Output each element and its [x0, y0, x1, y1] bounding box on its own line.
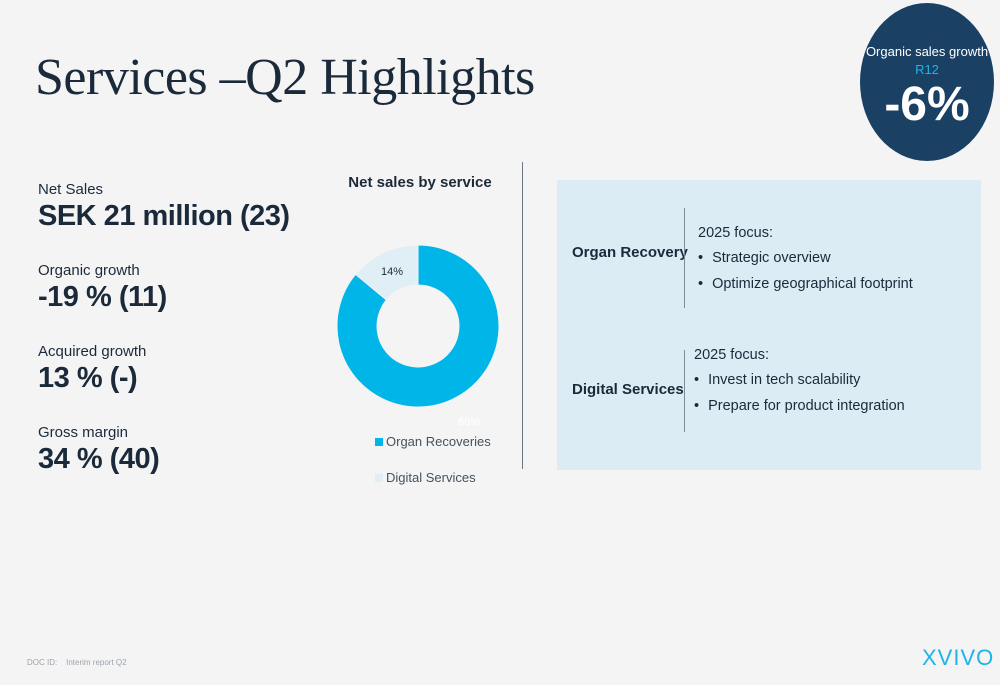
focus-title: 2025 focus:: [694, 347, 769, 363]
vertical-divider: [522, 162, 523, 469]
donut-slice-digital-services: [354, 244, 419, 301]
service-focus-digital-services: 2025 focus: Invest in tech scalability P…: [694, 347, 905, 415]
focus-list: Strategic overview Optimize geographical…: [698, 249, 913, 293]
focus-title: 2025 focus:: [698, 225, 773, 241]
kpi-value-gross-margin: 34 % (40): [38, 443, 160, 475]
services-focus-panel: Organ Recovery 2025 focus: Strategic ove…: [557, 180, 981, 470]
service-divider-digital-services: [684, 350, 685, 432]
xvivo-logo: XVIVO: [922, 645, 995, 670]
footer: DOC ID: Interim report Q2: [27, 658, 127, 667]
badge-value: -6%: [884, 78, 970, 131]
kpi-label-acquired-growth: Acquired growth: [38, 343, 147, 360]
kpi-label-net-sales: Net Sales: [38, 181, 104, 198]
service-name-digital-services: Digital Services: [572, 381, 684, 398]
legend-swatch-digital-services: [375, 473, 383, 482]
focus-item: Optimize geographical footprint: [698, 275, 913, 293]
organic-growth-badge: Organic sales growth R12 -6%: [860, 3, 994, 161]
service-name-organ-recovery: Organ Recovery: [572, 244, 688, 261]
service-divider-organ-recovery: [684, 208, 685, 308]
kpi-value-organic-growth: -19 % (11): [38, 281, 167, 313]
focus-item: Strategic overview: [698, 249, 913, 267]
kpi-value-net-sales: SEK 21 million (23): [38, 200, 290, 232]
focus-item: Invest in tech scalability: [694, 371, 905, 389]
kpi-value-acquired-growth: 13 % (-): [38, 362, 138, 394]
donut-slice-organ-recoveries: [336, 244, 500, 408]
badge-label: Organic sales growth R12: [865, 44, 989, 77]
page-title: Services –Q2 Highlights: [35, 49, 535, 106]
legend-item-digital-services: Digital Services: [375, 470, 476, 485]
legend-swatch-organ-recoveries: [375, 437, 383, 446]
footer-report: Interim report Q2: [66, 658, 127, 667]
kpi-label-organic-growth: Organic growth: [38, 262, 140, 279]
data-label-organ-recoveries: 86%: [458, 416, 480, 428]
focus-list: Invest in tech scalability Prepare for p…: [694, 371, 905, 415]
badge-accent: R12: [915, 62, 939, 77]
chart-title: Net sales by service: [348, 174, 492, 191]
service-focus-organ-recovery: 2025 focus: Strategic overview Optimize …: [698, 225, 913, 293]
donut-chart: 86% 14%: [336, 244, 500, 428]
kpi-label-gross-margin: Gross margin: [38, 424, 129, 441]
data-label-digital-services: 14%: [381, 266, 403, 278]
focus-item: Prepare for product integration: [694, 397, 905, 415]
legend-item-organ-recoveries: Organ Recoveries: [375, 434, 491, 449]
footer-doc-id: DOC ID:: [27, 658, 58, 667]
